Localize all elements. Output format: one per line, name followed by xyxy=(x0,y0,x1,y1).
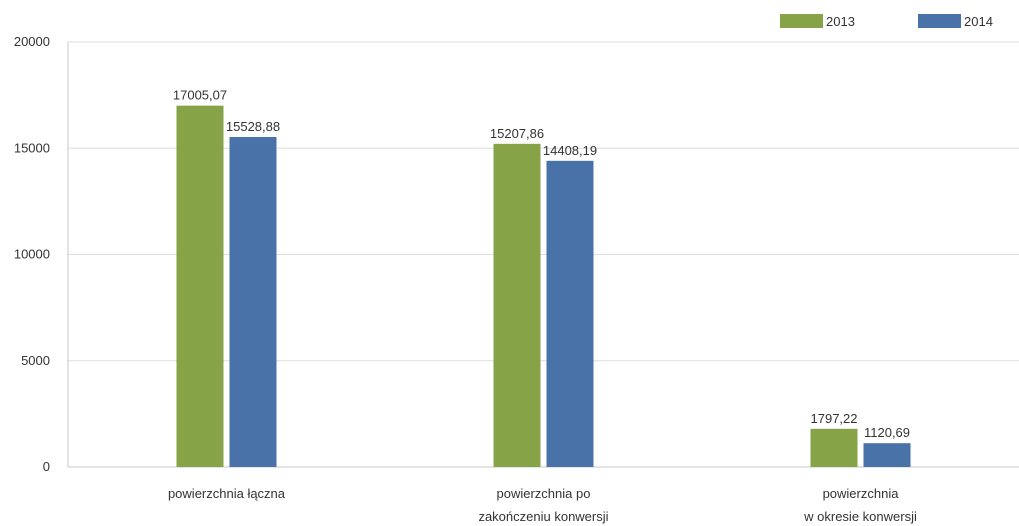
data-label: 15528,88 xyxy=(226,119,280,134)
x-axis: powierzchnia łączna powierzchnia po zakońc… xyxy=(168,486,917,524)
x-category-label: w okresie konwersji xyxy=(803,509,917,524)
data-label: 1120,69 xyxy=(864,425,910,440)
legend-swatch xyxy=(780,14,823,28)
gridlines xyxy=(68,41,1019,468)
x-category-label: zakończeniu konwersji xyxy=(478,509,608,524)
bar-2013 xyxy=(493,143,541,467)
data-label: 15207,86 xyxy=(490,126,544,141)
y-tick-label: 10000 xyxy=(14,247,50,262)
legend: 2013 2014 xyxy=(780,14,993,29)
bar-2014 xyxy=(863,443,911,467)
bars xyxy=(176,105,911,468)
bar-2014 xyxy=(546,160,594,467)
data-label: 17005,07 xyxy=(173,88,227,103)
legend-label: 2014 xyxy=(964,14,993,29)
y-tick-label: 5000 xyxy=(21,353,50,368)
x-category-label: powierzchnia xyxy=(823,486,900,501)
data-label: 1797,22 xyxy=(811,411,858,426)
bar-2014 xyxy=(229,137,277,468)
x-category-label: powierzchnia po xyxy=(497,486,591,501)
data-label: 14408,19 xyxy=(543,143,597,158)
bar-2013 xyxy=(176,105,224,467)
x-category-label: powierzchnia łączna xyxy=(168,486,286,501)
y-tick-label: 20000 xyxy=(14,34,50,49)
y-tick-label: 0 xyxy=(43,459,50,474)
legend-swatch xyxy=(918,14,961,28)
y-axis: 0 5000 10000 15000 20000 xyxy=(14,34,69,474)
y-tick-label: 15000 xyxy=(14,140,50,155)
legend-label: 2013 xyxy=(826,14,855,29)
data-labels: 17005,07 15528,88 15207,86 14408,19 1797,22 1… xyxy=(173,88,910,441)
bar-2013 xyxy=(810,428,858,467)
